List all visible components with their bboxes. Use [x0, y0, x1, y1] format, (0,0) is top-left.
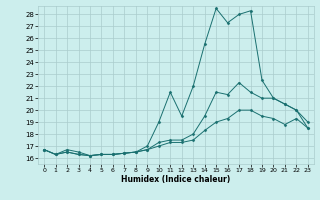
X-axis label: Humidex (Indice chaleur): Humidex (Indice chaleur) — [121, 175, 231, 184]
